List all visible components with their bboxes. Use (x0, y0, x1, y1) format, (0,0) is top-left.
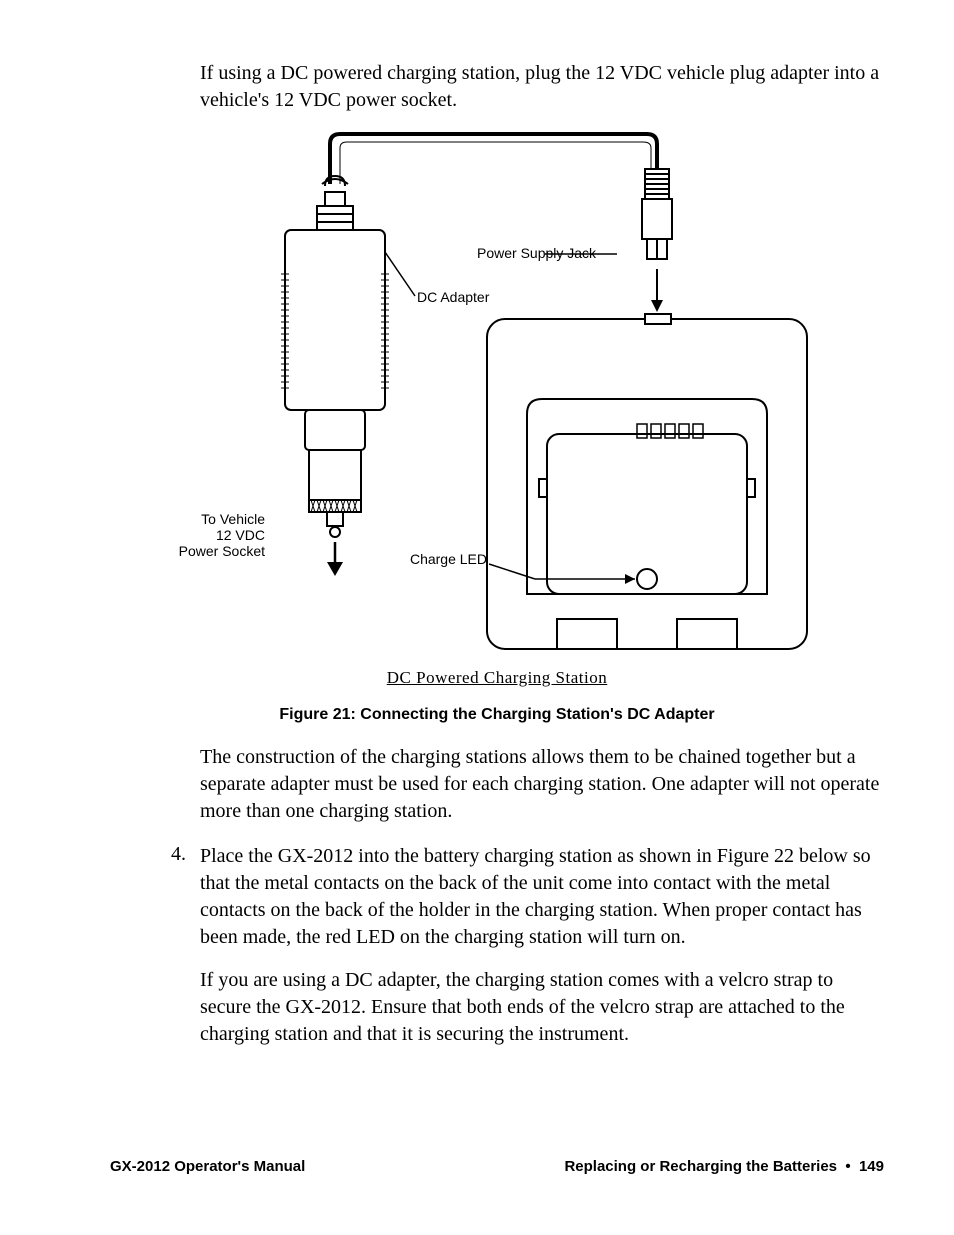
label-to-vehicle-2: 12 VDC (216, 527, 265, 543)
label-to-vehicle-3: Power Socket (179, 543, 265, 559)
label-to-vehicle-1: To Vehicle (201, 511, 265, 527)
charging-station (487, 314, 807, 649)
footer-right: Replacing or Recharging the Batteries • … (564, 1158, 884, 1175)
page-footer: GX-2012 Operator's Manual Replacing or R… (110, 1158, 884, 1175)
label-dc-adapter: DC Adapter (417, 289, 490, 305)
step-4-para-2: If you are using a DC adapter, the charg… (200, 967, 884, 1048)
label-charge-led: Charge LED (410, 551, 487, 567)
page-content: If using a DC powered charging station, … (0, 0, 954, 1235)
step-4: 4. Place the GX-2012 into the battery ch… (110, 843, 884, 1048)
dc-adapter (281, 179, 389, 537)
diagram-svg: Power Supply Jack (177, 124, 817, 664)
footer-left: GX-2012 Operator's Manual (110, 1158, 305, 1175)
para-after-figure: The construction of the charging station… (110, 744, 884, 825)
figure-caption: Figure 21: Connecting the Charging Stati… (110, 706, 884, 724)
label-power-jack: Power Supply Jack (477, 245, 597, 261)
step-4-para-1: Place the GX-2012 into the battery charg… (200, 843, 884, 951)
step-4-number: 4. (110, 843, 200, 1048)
intro-paragraph: If using a DC powered charging station, … (110, 60, 884, 114)
figure-subtitle: DC Powered Charging Station (110, 668, 884, 688)
power-jack-plug (642, 169, 672, 259)
figure-21: Power Supply Jack (110, 124, 884, 724)
